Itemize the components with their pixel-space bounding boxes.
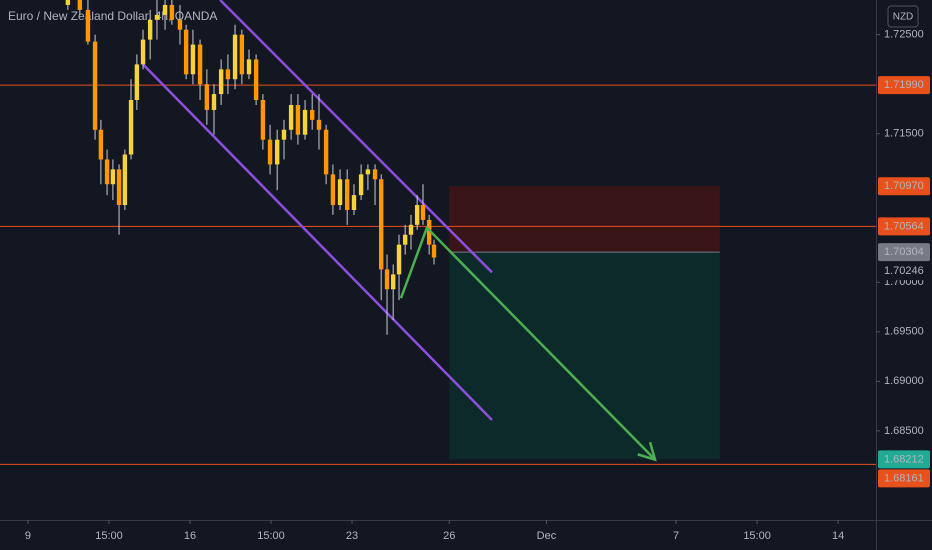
candle-body xyxy=(267,139,273,165)
currency-button[interactable] xyxy=(887,5,919,28)
price-label: 1.70970 xyxy=(884,180,924,192)
candle-body xyxy=(225,69,231,80)
candle-body xyxy=(169,4,175,20)
candle-body xyxy=(147,19,153,40)
candle-body xyxy=(110,169,116,185)
candle-body xyxy=(177,19,183,30)
candle-body xyxy=(390,274,396,290)
candle-body xyxy=(281,129,287,140)
candle-body xyxy=(128,100,134,155)
target-zone xyxy=(449,252,720,460)
candle-body xyxy=(365,169,371,175)
y-tick-label: 1.72500 xyxy=(884,29,924,41)
y-tick-label: 1.69500 xyxy=(884,326,924,338)
candle-body xyxy=(154,14,160,20)
price-label: 1.70246 xyxy=(884,265,924,277)
chart-title: Euro / New Zealand Dollar, 4h, OANDA xyxy=(8,9,217,23)
x-tick-label: 9 xyxy=(25,530,31,542)
candle-body xyxy=(183,29,189,75)
candle-body xyxy=(302,109,308,135)
candle-body xyxy=(218,69,224,95)
candle-body xyxy=(260,100,266,140)
candle-body xyxy=(384,269,390,290)
price-label: 1.70304 xyxy=(884,246,924,258)
time-axis xyxy=(0,520,876,550)
price-label-bg xyxy=(878,177,930,196)
candle-body xyxy=(104,159,110,185)
price-label: 1.71990 xyxy=(884,79,924,91)
candle-body xyxy=(351,195,357,210)
currency-button-label[interactable]: NZD xyxy=(893,12,914,23)
price-label-bg xyxy=(878,76,930,95)
candle-body xyxy=(288,104,294,130)
candle-body xyxy=(420,205,426,220)
candle-body xyxy=(65,0,71,5)
price-label-bg xyxy=(878,243,930,262)
candle-body xyxy=(162,4,168,15)
y-tick-label: 1.71500 xyxy=(884,128,924,140)
candle-body xyxy=(85,9,91,42)
stop-zone xyxy=(449,186,720,253)
x-tick-label: 15:00 xyxy=(743,530,771,542)
x-tick-label: Dec xyxy=(537,530,557,542)
price-label-bg xyxy=(878,217,930,236)
candle-body xyxy=(190,44,196,75)
candle-body xyxy=(337,179,343,206)
candle-body xyxy=(134,64,140,101)
candle-body xyxy=(323,129,329,175)
candle-body xyxy=(92,41,98,130)
price-label: 1.68161 xyxy=(884,472,924,484)
candle-body xyxy=(396,244,402,275)
candle-body xyxy=(316,119,322,130)
candle-body xyxy=(98,129,104,160)
candle-body xyxy=(77,0,83,10)
candle-body xyxy=(330,174,336,206)
candle-body xyxy=(253,59,259,101)
candle-body xyxy=(204,84,210,110)
candle-body xyxy=(426,219,432,245)
trend-arrow xyxy=(399,225,656,461)
candle-body xyxy=(295,104,301,135)
candle-body xyxy=(402,234,408,245)
price-label-bg xyxy=(878,262,930,281)
candle-body xyxy=(378,179,384,270)
candle-body xyxy=(197,44,203,85)
arrow-head xyxy=(637,441,657,462)
x-tick-label: 15:00 xyxy=(95,530,123,542)
x-tick-label: 26 xyxy=(443,530,455,542)
candle-body xyxy=(211,94,217,110)
candle-body xyxy=(344,179,350,210)
price-label-bg xyxy=(878,469,930,488)
channel-line xyxy=(142,63,493,421)
y-tick-label: 1.69000 xyxy=(884,375,924,387)
x-tick-label: 7 xyxy=(673,530,679,542)
candle-body xyxy=(239,34,245,75)
candle-body xyxy=(431,244,437,258)
price-label: 1.68212 xyxy=(884,453,924,465)
candle-body xyxy=(274,139,280,165)
candle-body xyxy=(232,34,238,80)
candle-body xyxy=(358,174,364,196)
price-label: 1.70564 xyxy=(884,220,924,232)
x-tick-label: 23 xyxy=(346,530,358,542)
x-tick-label: 16 xyxy=(184,530,196,542)
candle-body xyxy=(372,169,378,180)
price-label-bg xyxy=(878,450,930,469)
x-tick-label: 14 xyxy=(832,530,844,542)
x-tick-label: 15:00 xyxy=(257,530,285,542)
candle-body xyxy=(309,109,315,120)
candle-body xyxy=(140,39,146,65)
channel-line xyxy=(219,0,493,274)
candle-body xyxy=(246,59,252,75)
candle-body xyxy=(408,224,414,235)
y-tick-label: 1.68500 xyxy=(884,425,924,437)
candle-body xyxy=(414,205,420,225)
candle-body xyxy=(116,169,122,206)
candle-body xyxy=(122,154,128,206)
